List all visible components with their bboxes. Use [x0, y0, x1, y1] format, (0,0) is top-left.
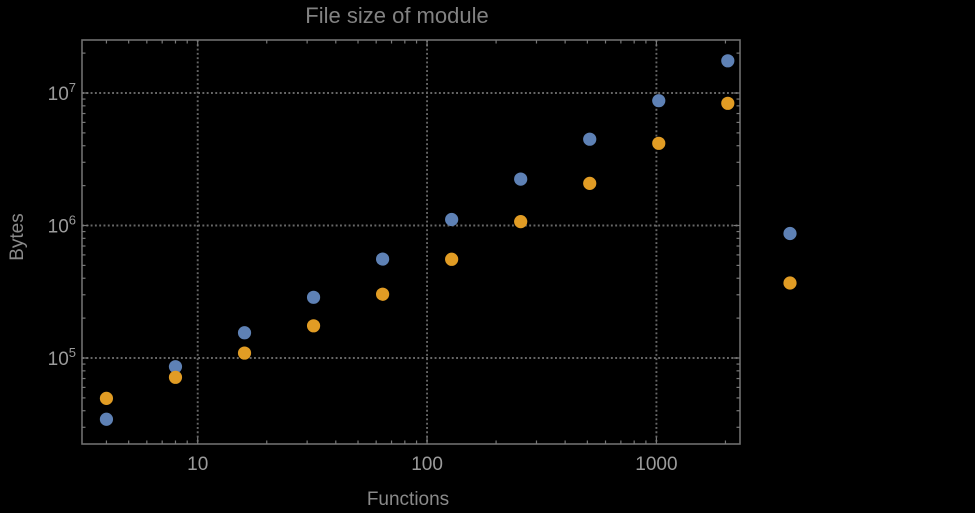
data-point-series-1-blue	[652, 94, 666, 108]
ticks-layer	[82, 40, 740, 444]
y-tick-label: 106	[48, 213, 76, 238]
data-point-series-2-orange	[237, 346, 252, 360]
data-point-series-2-orange	[99, 391, 114, 405]
data-point-series-2-orange	[721, 96, 735, 110]
data-point-series-1-blue	[99, 412, 114, 426]
data-point-series-2-orange	[652, 136, 666, 150]
frame-layer	[81, 39, 741, 445]
x-tick-label: 100	[411, 454, 443, 475]
x-axis-label: Functions	[367, 489, 449, 510]
legend-marker-series-1-blue	[783, 226, 797, 241]
data-point-series-1-blue	[721, 54, 735, 68]
tick-labels-layer: 10 100 1000 105 106 107	[48, 80, 678, 475]
chart-title: File size of module	[305, 3, 488, 28]
data-point-series-2-orange	[514, 215, 528, 229]
gridlines-layer	[82, 40, 740, 444]
plot-frame	[81, 39, 741, 445]
data-point-series-2-orange	[306, 319, 321, 333]
y-axis-label: Bytes	[7, 213, 28, 261]
legend-layer	[783, 226, 797, 290]
data-point-series-1-blue	[237, 326, 252, 340]
x-tick-label: 10	[187, 454, 208, 475]
data-point-series-1-blue	[376, 252, 390, 266]
legend-marker-series-2-orange	[783, 276, 797, 290]
data-point-series-2-orange	[583, 176, 597, 190]
data-point-series-2-orange	[445, 252, 459, 266]
data-point-series-1-blue	[445, 212, 459, 227]
data-point-series-1-blue	[306, 290, 321, 304]
data-point-series-1-blue	[583, 132, 597, 146]
y-tick-label: 105	[48, 345, 76, 370]
data-point-series-1-blue	[514, 172, 528, 186]
x-tick-label: 1000	[635, 454, 677, 475]
data-point-series-1-blue	[168, 360, 183, 374]
data-points-layer	[99, 54, 735, 426]
data-point-series-2-orange	[168, 370, 183, 384]
data-point-series-2-orange	[376, 287, 390, 301]
y-tick-label: 107	[48, 80, 76, 105]
